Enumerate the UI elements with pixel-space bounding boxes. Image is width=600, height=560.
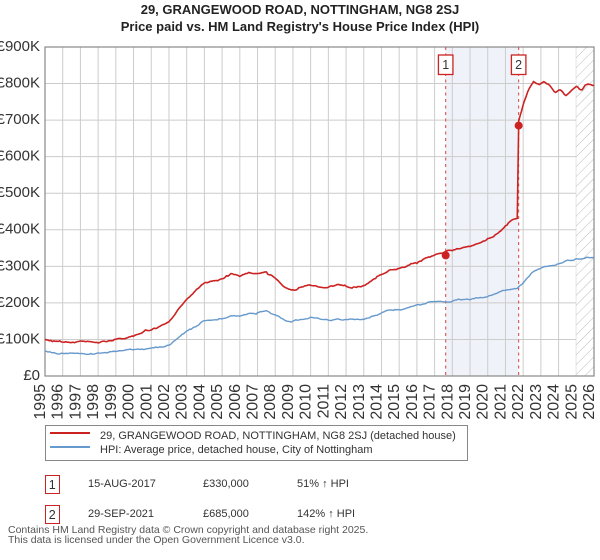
svg-text:2020: 2020	[475, 384, 492, 420]
svg-text:1996: 1996	[50, 384, 67, 420]
svg-text:2010: 2010	[298, 384, 315, 420]
svg-text:£100K: £100K	[0, 330, 40, 347]
svg-text:2005: 2005	[209, 384, 226, 420]
svg-text:2022: 2022	[510, 384, 527, 420]
svg-text:£0: £0	[23, 367, 40, 384]
svg-text:2026: 2026	[581, 384, 598, 420]
svg-text:1999: 1999	[103, 384, 120, 420]
svg-text:£500K: £500K	[0, 184, 40, 201]
svg-text:£400K: £400K	[0, 221, 40, 238]
svg-text:1998: 1998	[85, 384, 102, 420]
svg-text:2009: 2009	[280, 384, 297, 420]
svg-text:2003: 2003	[174, 384, 191, 420]
svg-text:2002: 2002	[156, 384, 173, 420]
svg-text:£900K: £900K	[0, 38, 40, 55]
svg-text:2: 2	[515, 58, 522, 72]
svg-text:2012: 2012	[333, 384, 350, 420]
svg-text:2004: 2004	[191, 384, 208, 420]
svg-text:2008: 2008	[262, 384, 279, 420]
svg-text:1995: 1995	[32, 384, 49, 420]
svg-text:2001: 2001	[138, 384, 155, 420]
svg-text:2024: 2024	[546, 384, 563, 420]
svg-text:2011: 2011	[315, 384, 332, 419]
svg-text:1997: 1997	[67, 384, 84, 420]
svg-text:2019: 2019	[457, 384, 474, 420]
svg-text:2014: 2014	[368, 384, 385, 420]
svg-text:2016: 2016	[404, 384, 421, 420]
svg-text:£600K: £600K	[0, 148, 40, 165]
svg-text:£700K: £700K	[0, 111, 40, 128]
svg-text:£300K: £300K	[0, 257, 40, 274]
svg-text:2021: 2021	[492, 384, 509, 420]
svg-text:2023: 2023	[528, 384, 545, 420]
svg-text:£200K: £200K	[0, 294, 40, 311]
svg-text:2018: 2018	[439, 384, 456, 420]
svg-text:2006: 2006	[227, 384, 244, 420]
svg-text:2025: 2025	[563, 384, 580, 420]
svg-text:2013: 2013	[351, 384, 368, 420]
svg-text:2000: 2000	[121, 384, 138, 420]
svg-text:2015: 2015	[386, 384, 403, 420]
svg-text:2007: 2007	[245, 384, 262, 420]
svg-text:1: 1	[442, 58, 449, 72]
svg-text:£800K: £800K	[0, 75, 40, 92]
svg-text:2017: 2017	[422, 384, 439, 420]
